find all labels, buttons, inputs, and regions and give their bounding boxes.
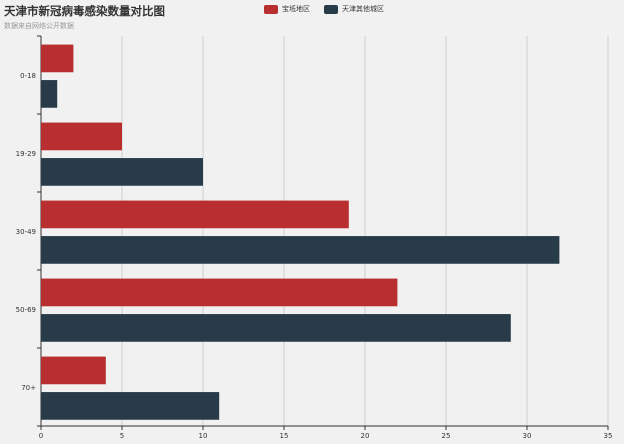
x-tick-label: 30	[523, 432, 532, 440]
chart-title: 天津市新冠病毒感染数量对比图	[4, 4, 165, 18]
bar-other-districts	[41, 80, 58, 108]
bar-baodi	[41, 278, 398, 307]
legend-label-other-districts: 天津其他城区	[342, 5, 384, 13]
y-tick-label: 19-29	[16, 150, 36, 158]
bar-other-districts	[41, 236, 560, 264]
bar-other-districts	[41, 314, 511, 342]
y-tick-label: 0-18	[20, 72, 36, 80]
bar-baodi	[41, 200, 349, 229]
x-tick-label: 35	[604, 432, 613, 440]
legend-label-baodi: 宝坻地区	[282, 5, 310, 13]
x-tick-label: 5	[120, 432, 124, 440]
legend-swatch-other-districts	[324, 4, 338, 14]
x-tick-label: 10	[199, 432, 208, 440]
bar-other-districts	[41, 392, 220, 420]
legend-swatch-baodi	[264, 4, 278, 14]
chart-subtitle: 数据来自网络公开数据	[4, 22, 74, 30]
x-tick-label: 0	[39, 432, 43, 440]
y-tick-label: 70+	[21, 384, 36, 392]
y-tick-label: 30-49	[16, 228, 36, 236]
bar-baodi	[41, 356, 106, 385]
legend: 宝坻地区 天津其他城区	[264, 4, 384, 14]
bar-baodi	[41, 44, 74, 73]
legend-item-other-districts[interactable]: 天津其他城区	[324, 4, 384, 14]
x-tick-label: 25	[442, 432, 451, 440]
x-tick-label: 20	[361, 432, 370, 440]
x-tick-label: 15	[280, 432, 289, 440]
legend-item-baodi[interactable]: 宝坻地区	[264, 4, 310, 14]
bar-other-districts	[41, 158, 203, 186]
bar-baodi	[41, 122, 122, 151]
y-tick-label: 50-69	[16, 306, 36, 314]
